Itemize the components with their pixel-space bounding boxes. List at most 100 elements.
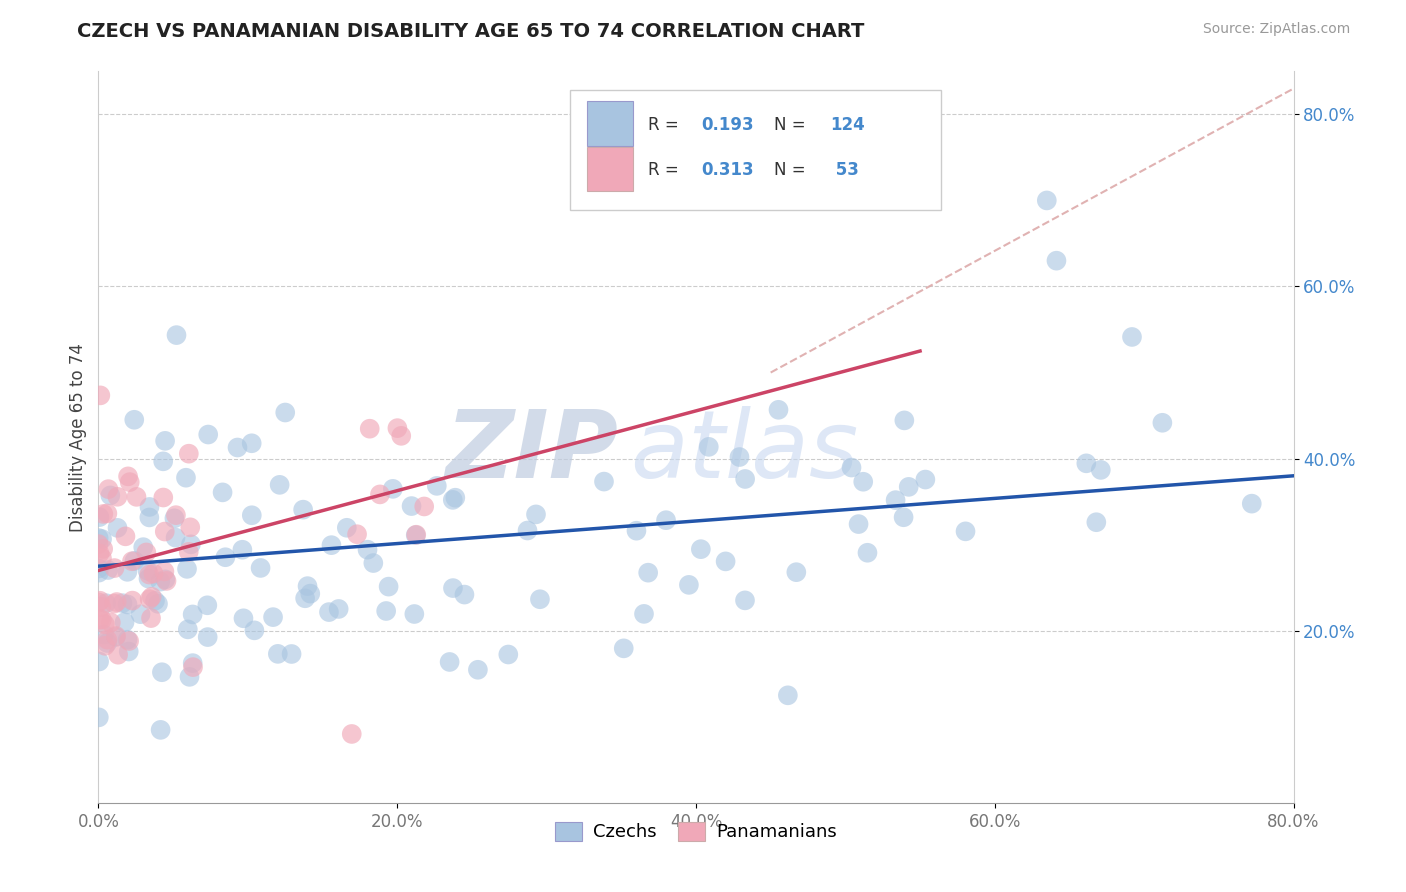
- Czechs: [149, 574, 172, 589]
- Czechs: [249, 561, 271, 575]
- Czechs: [181, 656, 204, 670]
- Panamanians: [117, 469, 139, 483]
- Panamanians: [107, 490, 129, 504]
- Panamanians: [152, 491, 174, 505]
- Legend: Czechs, Panamanians: Czechs, Panamanians: [548, 814, 844, 848]
- Czechs: [884, 493, 907, 508]
- Czechs: [299, 586, 322, 600]
- Czechs: [97, 563, 120, 577]
- Panamanians: [359, 422, 381, 436]
- Czechs: [104, 630, 127, 644]
- Czechs: [381, 482, 404, 496]
- Text: CZECH VS PANAMANIAN DISABILITY AGE 65 TO 74 CORRELATION CHART: CZECH VS PANAMANIAN DISABILITY AGE 65 TO…: [77, 22, 865, 41]
- Panamanians: [138, 567, 160, 582]
- Czechs: [678, 578, 700, 592]
- Czechs: [122, 413, 145, 427]
- Czechs: [1121, 330, 1143, 344]
- Czechs: [439, 655, 461, 669]
- Text: Source: ZipAtlas.com: Source: ZipAtlas.com: [1202, 22, 1350, 37]
- Czechs: [914, 473, 936, 487]
- Panamanians: [96, 507, 118, 521]
- Czechs: [180, 537, 202, 551]
- Czechs: [107, 521, 129, 535]
- Czechs: [1085, 515, 1108, 529]
- Czechs: [516, 524, 538, 538]
- Panamanians: [118, 475, 141, 489]
- Panamanians: [125, 490, 148, 504]
- Text: 0.313: 0.313: [700, 161, 754, 179]
- Czechs: [197, 630, 219, 644]
- Czechs: [401, 499, 423, 513]
- Panamanians: [107, 648, 129, 662]
- Czechs: [96, 636, 118, 650]
- Panamanians: [340, 727, 363, 741]
- Czechs: [1036, 194, 1059, 208]
- Czechs: [195, 599, 218, 613]
- Czechs: [174, 471, 197, 485]
- Czechs: [852, 475, 875, 489]
- Czechs: [593, 475, 616, 489]
- Panamanians: [94, 639, 117, 653]
- Czechs: [297, 579, 319, 593]
- Czechs: [280, 647, 302, 661]
- Czechs: [734, 472, 756, 486]
- Czechs: [177, 623, 200, 637]
- Czechs: [226, 441, 249, 455]
- Czechs: [404, 607, 426, 621]
- Panamanians: [91, 507, 114, 521]
- Czechs: [524, 508, 547, 522]
- Czechs: [375, 604, 398, 618]
- Czechs: [689, 542, 711, 557]
- Czechs: [87, 655, 110, 669]
- Czechs: [655, 513, 678, 527]
- Czechs: [94, 596, 117, 610]
- Czechs: [129, 607, 152, 622]
- Czechs: [93, 627, 115, 641]
- Panamanians: [89, 546, 111, 560]
- Czechs: [1076, 456, 1098, 470]
- Panamanians: [368, 487, 391, 501]
- Czechs: [426, 479, 449, 493]
- Panamanians: [97, 482, 120, 496]
- Czechs: [734, 593, 756, 607]
- Czechs: [240, 508, 263, 523]
- Czechs: [768, 402, 790, 417]
- Panamanians: [91, 551, 114, 566]
- Czechs: [165, 531, 187, 545]
- Panamanians: [90, 613, 112, 627]
- Czechs: [152, 454, 174, 468]
- Czechs: [1090, 463, 1112, 477]
- Text: 124: 124: [830, 116, 865, 134]
- Panamanians: [105, 629, 128, 643]
- Czechs: [697, 440, 720, 454]
- Czechs: [87, 531, 110, 545]
- Text: R =: R =: [648, 161, 685, 179]
- Czechs: [117, 632, 139, 647]
- Czechs: [498, 648, 520, 662]
- Czechs: [328, 602, 350, 616]
- Czechs: [1152, 416, 1174, 430]
- Panamanians: [103, 597, 125, 611]
- Panamanians: [153, 565, 176, 579]
- Czechs: [214, 550, 236, 565]
- Panamanians: [177, 447, 200, 461]
- Czechs: [841, 460, 863, 475]
- Czechs: [87, 561, 110, 575]
- Czechs: [150, 665, 173, 680]
- Panamanians: [114, 529, 136, 543]
- Czechs: [111, 596, 134, 610]
- Czechs: [117, 565, 139, 579]
- Panamanians: [179, 520, 201, 534]
- FancyBboxPatch shape: [571, 90, 941, 211]
- Czechs: [138, 500, 160, 514]
- Panamanians: [389, 429, 412, 443]
- Czechs: [321, 538, 343, 552]
- Czechs: [211, 485, 233, 500]
- Czechs: [124, 554, 146, 568]
- Czechs: [274, 405, 297, 419]
- Panamanians: [165, 508, 187, 523]
- Czechs: [114, 615, 136, 630]
- Czechs: [89, 510, 111, 524]
- Czechs: [292, 502, 315, 516]
- Czechs: [149, 723, 172, 737]
